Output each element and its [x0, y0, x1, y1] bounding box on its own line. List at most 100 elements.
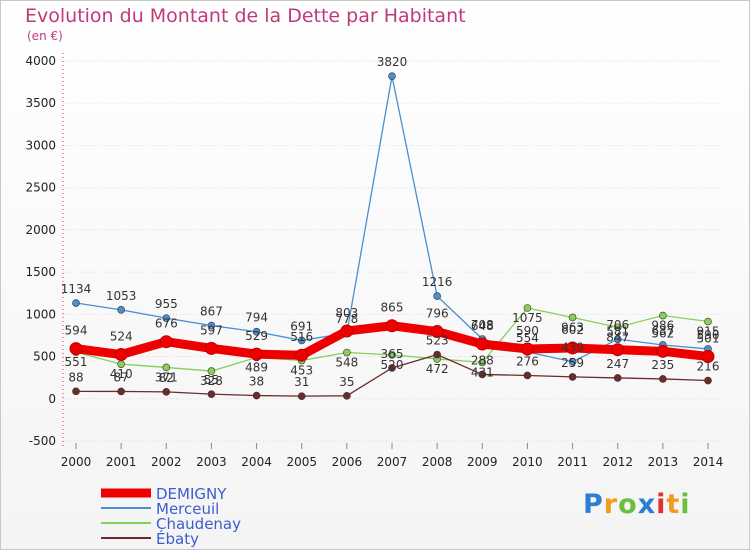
data-point: [568, 373, 577, 381]
y-tick-label: 500: [33, 350, 56, 364]
data-point: [478, 358, 487, 367]
data-label: 915: [697, 325, 720, 339]
data-point: [72, 299, 80, 307]
data-label: 35: [339, 375, 354, 389]
data-label: 548: [335, 356, 358, 370]
data-label: 31: [294, 375, 309, 389]
data-label: 803: [335, 306, 358, 320]
data-label: 55: [204, 373, 219, 387]
logo-letter: i: [680, 489, 691, 520]
x-tick-label: 2007: [377, 455, 408, 469]
data-label: 235: [651, 358, 674, 372]
y-tick-label: 2000: [25, 223, 56, 237]
data-point: [566, 341, 580, 355]
data-point: [433, 350, 441, 359]
data-point: [343, 392, 351, 400]
y-tick-label: 0: [48, 392, 56, 406]
data-point: [704, 317, 712, 326]
data-point: [523, 371, 532, 380]
data-label: 562: [651, 326, 674, 340]
x-tick-label: 2006: [332, 455, 363, 469]
data-point: [523, 304, 532, 312]
data-label: 365: [381, 347, 404, 361]
data-label: 87: [114, 370, 129, 384]
data-point: [704, 376, 712, 385]
data-point: [568, 357, 577, 366]
data-point: [207, 367, 216, 375]
data-point: [159, 335, 173, 349]
data-label: 371: [155, 370, 178, 384]
data-point: [656, 344, 670, 358]
unit-label: (en €): [27, 29, 63, 43]
chart-title: Evolution du Montant de la Dette par Hab…: [25, 5, 466, 27]
data-label: 216: [697, 360, 720, 374]
x-tick-label: 2013: [648, 455, 679, 469]
data-label: 501: [697, 331, 720, 345]
data-point: [162, 363, 171, 372]
data-label: 581: [606, 325, 629, 339]
data-label: 590: [697, 328, 720, 342]
data-label: 247: [606, 357, 629, 371]
data-label: 453: [290, 364, 313, 378]
data-label: 691: [290, 319, 313, 333]
y-tick-label: 3500: [25, 96, 56, 110]
legend-label: Chaudenay: [156, 515, 241, 533]
data-point: [613, 374, 622, 382]
data-point: [388, 72, 396, 80]
data-point: [297, 392, 306, 400]
data-label: 524: [110, 330, 133, 344]
data-label: 489: [245, 360, 268, 374]
data-label: 88: [68, 370, 83, 384]
y-tick-label: 3000: [25, 138, 56, 152]
data-point: [611, 343, 625, 357]
data-point: [613, 335, 622, 343]
data-label: 986: [651, 319, 674, 333]
data-label: 1134: [61, 282, 92, 296]
data-point: [701, 349, 715, 363]
data-label: 1053: [106, 289, 137, 303]
data-label: 3820: [377, 55, 408, 69]
data-point: [114, 348, 128, 362]
data-label: 597: [200, 323, 223, 337]
data-point: [250, 347, 264, 361]
legend-label: Ébaty: [156, 529, 199, 548]
data-point: [478, 370, 487, 379]
logo-letter: i: [656, 489, 667, 520]
data-label: 551: [65, 355, 88, 369]
y-tick-label: 2500: [25, 181, 56, 195]
data-label: 708: [471, 318, 494, 332]
data-label: 590: [516, 324, 539, 338]
data-point: [430, 325, 444, 339]
x-tick-label: 2010: [512, 455, 543, 469]
data-label: 328: [200, 374, 223, 388]
x-tick-label: 2012: [602, 455, 633, 469]
data-label: 38: [249, 375, 264, 389]
data-point: [659, 375, 667, 383]
data-point: [295, 348, 309, 362]
data-point: [72, 387, 80, 396]
data-point: [162, 314, 171, 322]
data-point: [69, 342, 83, 356]
data-label: 676: [155, 317, 178, 331]
y-tick-label: 4000: [25, 54, 56, 68]
data-point: [520, 342, 534, 356]
logo-letter: o: [618, 489, 638, 520]
data-label: 276: [516, 354, 539, 368]
data-point: [204, 341, 218, 355]
data-label: 955: [155, 297, 178, 311]
x-tick-label: 2008: [422, 455, 453, 469]
data-point: [252, 327, 261, 336]
x-tick-label: 2009: [467, 455, 498, 469]
data-label: 648: [471, 319, 494, 333]
data-label: 778: [335, 312, 358, 326]
data-label: 867: [200, 305, 223, 319]
logo-letter: t: [666, 489, 681, 520]
data-label: 637: [651, 324, 674, 338]
x-tick-label: 2000: [61, 455, 92, 469]
data-label: 1216: [422, 275, 453, 289]
data-label: 963: [561, 320, 584, 334]
data-label: 602: [561, 323, 584, 337]
data-point: [659, 311, 667, 320]
y-tick-label: 1000: [25, 307, 56, 321]
